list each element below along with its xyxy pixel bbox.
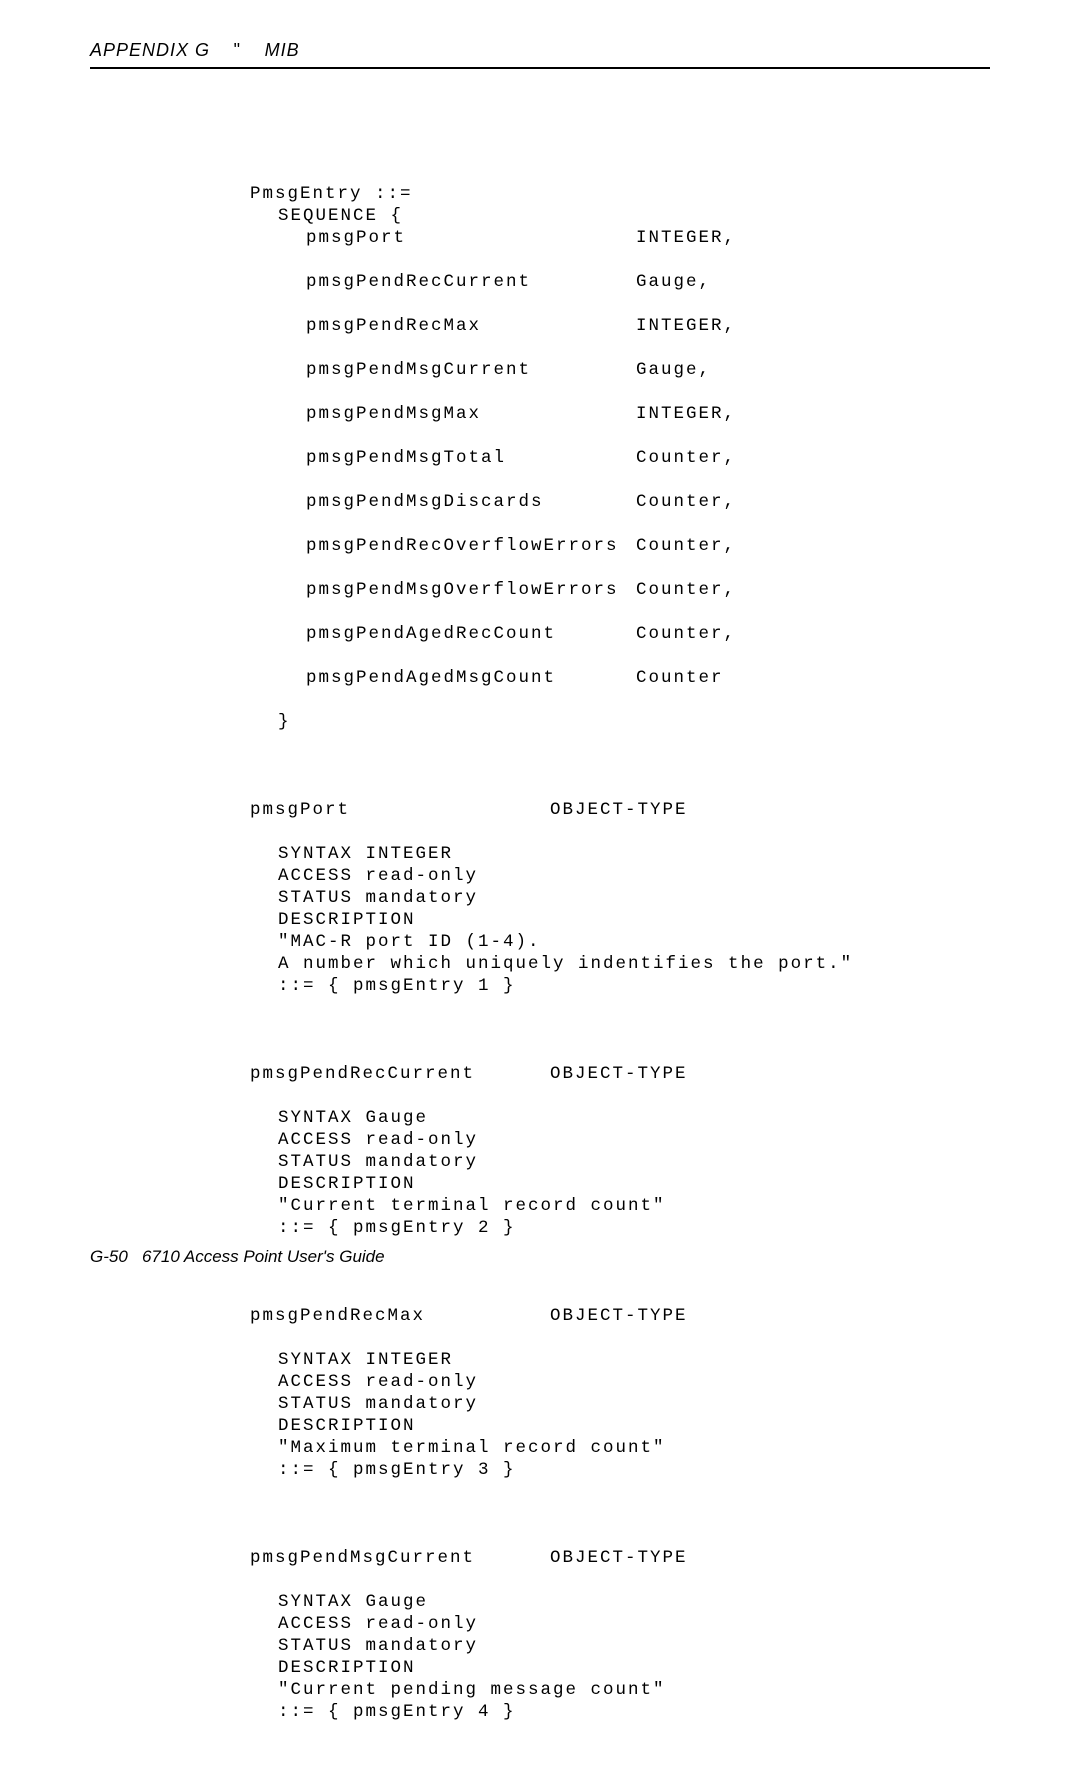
seq-name: pmsgPendAgedRecCount [306, 623, 636, 645]
obj-header: pmsgPendRecMaxOBJECT-TYPE [250, 1305, 990, 1327]
obj-descrlabel: DESCRIPTION [250, 1416, 416, 1436]
seq-type: Counter, [636, 623, 736, 645]
seq-name: pmsgPendMsgMax [306, 403, 636, 425]
seq-close: } [250, 712, 291, 732]
obj-assign: ::= { pmsgEntry 2 } [250, 1218, 516, 1238]
obj-descrlabel: DESCRIPTION [250, 1658, 416, 1678]
header-title: MIB [265, 40, 300, 60]
obj-syntax: SYNTAX INTEGER [250, 844, 453, 864]
header-bullet: " [220, 40, 255, 60]
obj-name: pmsgPort [250, 799, 550, 821]
obj-descrlabel: DESCRIPTION [250, 910, 416, 930]
seq-name: pmsgPendMsgCurrent [306, 359, 636, 381]
obj-name: pmsgPendRecMax [250, 1305, 550, 1327]
seq-row: pmsgPortINTEGER, [250, 227, 990, 249]
seq-name: pmsgPendMsgTotal [306, 447, 636, 469]
seq-name: pmsgPendRecMax [306, 315, 636, 337]
obj-syntax: SYNTAX INTEGER [250, 1350, 453, 1370]
mib-code: PmsgEntry ::= SEQUENCE { pmsgPortINTEGER… [250, 139, 990, 1789]
seq-name: pmsgPendMsgOverflowErrors [306, 579, 636, 601]
footer-page: G-50 [90, 1247, 128, 1266]
seq-type: Gauge, [636, 359, 711, 381]
obj-assign: ::= { pmsgEntry 4 } [250, 1702, 516, 1722]
obj-header: pmsgPendRecCurrentOBJECT-TYPE [250, 1063, 990, 1085]
seq-type: INTEGER, [636, 315, 736, 337]
obj-block: pmsgPendMsgCurrentOBJECT-TYPE SYNTAX Gau… [250, 1525, 990, 1723]
obj-type: OBJECT-TYPE [550, 1547, 688, 1569]
obj-header: pmsgPortOBJECT-TYPE [250, 799, 990, 821]
seq-name: pmsgPendMsgDiscards [306, 491, 636, 513]
obj-assign: ::= { pmsgEntry 1 } [250, 976, 516, 996]
obj-access: ACCESS read-only [250, 1372, 478, 1392]
obj-access: ACCESS read-only [250, 1614, 478, 1634]
seq-row: pmsgPendAgedRecCountCounter, [250, 623, 990, 645]
seq-row: pmsgPendRecMaxINTEGER, [250, 315, 990, 337]
obj-block: pmsgPendRecCurrentOBJECT-TYPE SYNTAX Gau… [250, 1041, 990, 1239]
seq-type: INTEGER, [636, 227, 736, 249]
obj-descrlabel: DESCRIPTION [250, 1174, 416, 1194]
obj-block: pmsgPortOBJECT-TYPE SYNTAX INTEGER ACCES… [250, 777, 990, 997]
seq-name: pmsgPort [306, 227, 636, 249]
seq-open: SEQUENCE { [250, 206, 403, 226]
obj-block: pmsgPendRecMaxOBJECT-TYPE SYNTAX INTEGER… [250, 1283, 990, 1481]
obj-access: ACCESS read-only [250, 1130, 478, 1150]
obj-descr: "Maximum terminal record count" [250, 1438, 666, 1458]
obj-syntax: SYNTAX Gauge [250, 1592, 428, 1612]
obj-descr: "Current terminal record count" [250, 1196, 666, 1216]
obj-name: pmsgPendMsgCurrent [250, 1547, 550, 1569]
seq-row: pmsgPendMsgCurrentGauge, [250, 359, 990, 381]
obj-header: pmsgPendMsgCurrentOBJECT-TYPE [250, 1547, 990, 1569]
seq-row: pmsgPendMsgMaxINTEGER, [250, 403, 990, 425]
obj-status: STATUS mandatory [250, 1152, 478, 1172]
seq-decl: PmsgEntry ::= [250, 184, 413, 204]
seq-type: Counter, [636, 491, 736, 513]
obj-descr: A number which uniquely indentifies the … [250, 954, 853, 974]
seq-name: pmsgPendRecCurrent [306, 271, 636, 293]
seq-name: pmsgPendRecOverflowErrors [306, 535, 636, 557]
obj-descr: "MAC-R port ID (1-4). [250, 932, 541, 952]
page-footer: G-50 6710 Access Point User's Guide [90, 1247, 385, 1267]
obj-syntax: SYNTAX Gauge [250, 1108, 428, 1128]
obj-type: OBJECT-TYPE [550, 799, 688, 821]
seq-row: pmsgPendMsgDiscardsCounter, [250, 491, 990, 513]
seq-type: Counter, [636, 535, 736, 557]
seq-type: Counter, [636, 447, 736, 469]
page-header: APPENDIX G " MIB [90, 40, 990, 69]
seq-row: pmsgPendAgedMsgCountCounter [250, 667, 990, 689]
obj-status: STATUS mandatory [250, 1394, 478, 1414]
obj-type: OBJECT-TYPE [550, 1305, 688, 1327]
header-appendix: APPENDIX G [90, 40, 210, 60]
obj-descr: "Current pending message count" [250, 1680, 666, 1700]
seq-type: Gauge, [636, 271, 711, 293]
sequence-block: PmsgEntry ::= SEQUENCE { pmsgPortINTEGER… [250, 161, 990, 733]
obj-name: pmsgPendRecCurrent [250, 1063, 550, 1085]
seq-type: INTEGER, [636, 403, 736, 425]
page: APPENDIX G " MIB PmsgEntry ::= SEQUENCE … [0, 0, 1080, 1397]
seq-type: Counter [636, 667, 724, 689]
seq-type: Counter, [636, 579, 736, 601]
seq-row: pmsgPendMsgTotalCounter, [250, 447, 990, 469]
seq-row: pmsgPendMsgOverflowErrorsCounter, [250, 579, 990, 601]
obj-status: STATUS mandatory [250, 888, 478, 908]
obj-assign: ::= { pmsgEntry 3 } [250, 1460, 516, 1480]
seq-name: pmsgPendAgedMsgCount [306, 667, 636, 689]
seq-row: pmsgPendRecCurrentGauge, [250, 271, 990, 293]
obj-status: STATUS mandatory [250, 1636, 478, 1656]
obj-type: OBJECT-TYPE [550, 1063, 688, 1085]
footer-title: 6710 Access Point User's Guide [142, 1247, 385, 1266]
seq-row: pmsgPendRecOverflowErrorsCounter, [250, 535, 990, 557]
obj-access: ACCESS read-only [250, 866, 478, 886]
